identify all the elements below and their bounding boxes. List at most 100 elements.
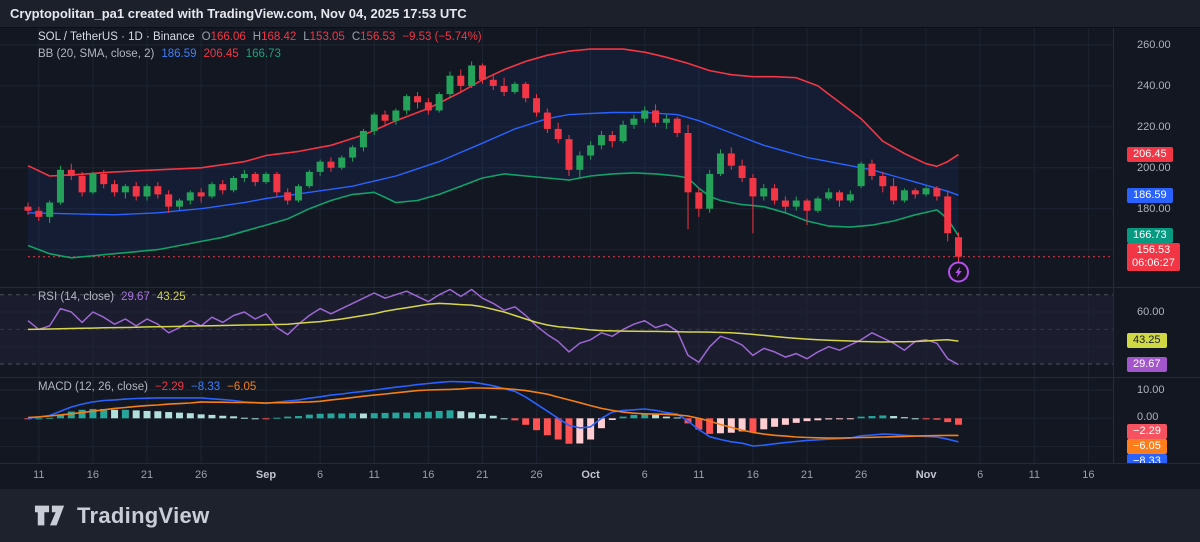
symbol-title[interactable]: SOL / TetherUS · 1D · Binance	[38, 31, 195, 43]
macd-histogram-bar	[922, 418, 930, 420]
macd-signal-badge: −6.05	[1127, 439, 1167, 454]
macd-tick: 0.00	[1137, 411, 1159, 423]
open-label: O	[201, 31, 211, 43]
candle-body	[922, 188, 930, 195]
bollinger-lower-line	[27, 172, 960, 259]
macd-histogram-bar	[911, 418, 919, 420]
bb-lower-badge: 166.73	[1127, 228, 1173, 243]
low-value: 153.05	[309, 31, 345, 43]
rsi-indicator-panel[interactable]	[0, 288, 1113, 377]
macd-histogram-bar	[338, 413, 346, 419]
macd-histogram-bar	[500, 418, 508, 420]
lightning-alert-button[interactable]	[948, 261, 969, 283]
rsi-label[interactable]: RSI (14, close)	[38, 291, 115, 303]
macd-histogram-bar	[403, 412, 411, 419]
tradingview-logo-text[interactable]: TradingView	[77, 502, 210, 528]
macd-histogram-bar	[165, 412, 173, 419]
candle-body	[533, 98, 541, 113]
tradingview-logo-icon[interactable]	[34, 502, 66, 529]
macd-histogram-bar	[489, 415, 497, 419]
macd-histogram-bar	[468, 412, 476, 419]
candle-body	[608, 135, 616, 142]
candle-body	[879, 175, 887, 187]
candle-body	[165, 194, 173, 207]
bb-lower-value: 166.73	[245, 48, 281, 60]
time-axis[interactable]: 11 16 21 26 Sep 6 11 16 21 26 Oct 6 11 16 21 26 Nov 6 11 16	[0, 463, 1200, 489]
main-price-chart[interactable]	[0, 28, 1113, 287]
header-bar: Cryptopolitan_pa1 created with TradingVi…	[0, 0, 1200, 28]
candle-body	[890, 186, 898, 201]
candle-body	[554, 128, 562, 140]
macd-histogram-bar	[652, 414, 660, 419]
macd-histogram-bar	[316, 413, 324, 419]
candle-body	[78, 175, 86, 193]
candle-body	[933, 188, 941, 197]
macd-histogram-bar	[478, 414, 486, 419]
candle-body	[349, 147, 357, 158]
bb-label[interactable]: BB (20, SMA, close, 2)	[38, 48, 155, 60]
candle-body	[911, 190, 919, 195]
open-value: 166.06	[210, 31, 246, 43]
time-label: 6	[641, 469, 648, 481]
macd-histogram-bar	[67, 411, 75, 419]
change-value: −9.53 (−5.74%)	[402, 31, 482, 43]
macd-histogram-bar	[933, 418, 941, 420]
panel-separator[interactable]	[0, 287, 1200, 288]
macd-histogram-bar	[24, 418, 32, 420]
macd-histogram-bar	[576, 418, 584, 444]
macd-histogram-bar	[414, 412, 422, 419]
candle-body	[500, 85, 508, 93]
main-chart-legend: SOL / TetherUS · 1D · Binance O166.06 H1…	[38, 31, 482, 43]
macd-histogram-bar	[857, 416, 865, 419]
candle-body	[543, 112, 551, 129]
rsi-ma-line	[27, 302, 959, 343]
macd-line-badge: −8.33	[1127, 454, 1167, 463]
price-axis[interactable]: 260.00 240.00 220.00 200.00 180.00 160.0…	[1113, 28, 1200, 287]
candle-body	[781, 200, 789, 207]
time-label: Oct	[581, 469, 600, 481]
macd-histogram-bar	[435, 410, 443, 419]
time-label: 11	[1028, 469, 1041, 481]
macd-histogram-bar	[836, 418, 843, 420]
macd-histogram-bar	[186, 413, 194, 419]
candle-body	[392, 110, 400, 121]
candle-body	[435, 94, 443, 111]
macd-indicator-panel[interactable]	[0, 378, 1113, 463]
macd-axis[interactable]: 10.00 0.00 −2.29 −6.05 −8.33	[1113, 378, 1200, 463]
macd-histogram-bar	[630, 414, 638, 419]
candle-body	[446, 75, 454, 95]
time-label: 26	[194, 469, 208, 481]
bollinger-basis-line	[27, 111, 959, 216]
macd-histogram-bar	[868, 416, 876, 419]
macd-histogram-bar	[446, 410, 454, 419]
macd-signal-line	[27, 387, 959, 439]
macd-histogram-bar	[78, 409, 86, 419]
macd-line	[27, 380, 959, 447]
panel-separator[interactable]	[0, 377, 1200, 378]
macd-histogram-bar	[565, 418, 573, 444]
macd-hist-badge: −2.29	[1127, 424, 1167, 439]
macd-histogram-bar	[262, 418, 270, 420]
candle-body	[100, 173, 108, 185]
macd-histogram-bar	[814, 418, 822, 421]
macd-histogram-bar	[284, 416, 292, 419]
bb-basis-value: 186.59	[161, 48, 197, 60]
candle-body	[576, 155, 584, 170]
rsi-axis[interactable]: 60.00 43.25 29.67	[1113, 288, 1200, 377]
macd-histogram-bar	[825, 418, 833, 420]
candle-body	[359, 130, 367, 148]
macd-histogram-bar	[154, 411, 162, 419]
macd-histogram-bar	[792, 418, 800, 423]
macd-histogram-bar	[760, 418, 768, 430]
candle-body	[695, 192, 703, 209]
macd-histogram-bar	[554, 418, 562, 440]
macd-histogram-bar	[251, 418, 259, 420]
time-label: 16	[746, 469, 760, 481]
candle-body	[565, 139, 573, 170]
macd-histogram-bar	[727, 418, 735, 433]
candle-body	[738, 165, 746, 179]
macd-label[interactable]: MACD (12, 26, close)	[38, 381, 148, 393]
price-tick: 220.00	[1137, 121, 1171, 133]
macd-histogram-bar	[111, 409, 119, 419]
